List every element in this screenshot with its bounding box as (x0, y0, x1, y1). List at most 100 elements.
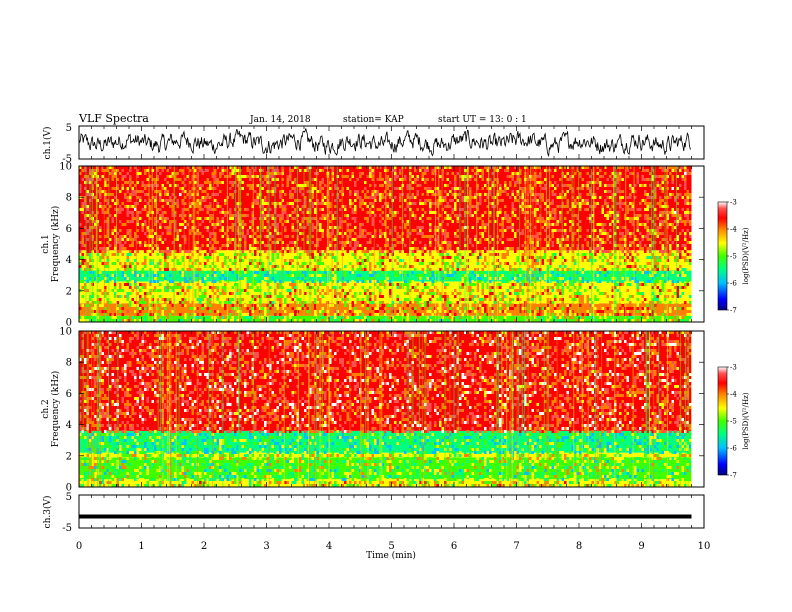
spectrogram-cell (114, 259, 117, 262)
spectrogram-cell (299, 190, 302, 193)
spectrogram-cell (104, 184, 107, 187)
spectrogram-cell (571, 196, 574, 199)
spectrogram-cell (364, 250, 367, 253)
spectrogram-cell (626, 232, 629, 235)
spectrogram-cell (456, 229, 459, 232)
spectrogram-cell (339, 244, 342, 247)
spectrogram-cell (246, 232, 249, 235)
spectrogram-cell (334, 262, 337, 265)
spectrogram-cell (316, 244, 319, 247)
spectrogram-cell (171, 223, 174, 226)
spectrogram-cell (564, 229, 567, 232)
spectrogram-cell (134, 199, 137, 202)
spectrogram-cell (674, 193, 677, 196)
spectrogram-cell (349, 262, 352, 265)
spectrogram-cell (681, 166, 684, 169)
spectrogram-cell (219, 247, 222, 250)
spectrogram-cell (519, 181, 522, 184)
spectrogram-cell (201, 271, 204, 274)
spectrogram-cell (419, 169, 422, 172)
spectrogram-cell (321, 226, 324, 229)
spectrogram-cell (421, 253, 424, 256)
spectrogram-cell (639, 247, 642, 250)
spectrogram-cell (506, 247, 509, 250)
spectrogram-cell (189, 232, 192, 235)
spectrogram-cell (139, 190, 142, 193)
spectrogram-cell (536, 205, 539, 208)
spectrogram-cell (156, 268, 159, 271)
spectrogram-cell (609, 265, 612, 268)
spectrogram-cell (384, 253, 387, 256)
spectrogram-cell (504, 193, 507, 196)
spectrogram-cell (576, 223, 579, 226)
spectrogram-cell (561, 238, 564, 241)
spectrogram-cell (214, 172, 217, 175)
spectrogram-cell (484, 247, 487, 250)
spectrogram-cell (476, 262, 479, 265)
spectrogram-cell (374, 193, 377, 196)
spectrogram-cell (621, 244, 624, 247)
spectrogram-cell (109, 238, 112, 241)
spectrogram-cell (119, 247, 122, 250)
spectrogram-cell (536, 181, 539, 184)
spectrogram-cell (331, 259, 334, 262)
spectrogram-cell (404, 175, 407, 178)
spectrogram-cell (446, 172, 449, 175)
spectrogram-cell (476, 169, 479, 172)
spectrogram-cell (279, 193, 282, 196)
spectrogram-cell (404, 199, 407, 202)
spectrogram-cell (164, 178, 167, 181)
spectrogram-cell (286, 262, 289, 265)
spectrogram-cell (506, 187, 509, 190)
spectrogram-cell (561, 256, 564, 259)
spectrogram-cell (276, 229, 279, 232)
spectrogram-cell (321, 238, 324, 241)
spectrogram-cell (231, 193, 234, 196)
spectrogram-cell (256, 262, 259, 265)
spectrogram-cell (186, 187, 189, 190)
spectrogram-cell (184, 241, 187, 244)
spectrogram-cell (384, 271, 387, 274)
spectrogram-cell (681, 229, 684, 232)
spectrogram-cell (439, 199, 442, 202)
spectrogram-cell (499, 187, 502, 190)
spectrogram-cell (184, 169, 187, 172)
spectrogram-cell (584, 268, 587, 271)
spectrogram-cell (469, 193, 472, 196)
spectrogram-cell (144, 166, 147, 169)
spectrogram-cell (521, 202, 524, 205)
spectrogram-cell (479, 241, 482, 244)
spectrogram-cell (579, 205, 582, 208)
spectrogram-cell (94, 265, 97, 268)
spectrogram-cell (581, 253, 584, 256)
spectrogram-cell (214, 205, 217, 208)
spectrogram-cell (584, 238, 587, 241)
spectrogram-cell (449, 166, 452, 169)
spectrogram-cell (164, 217, 167, 220)
spectrogram-cell (499, 184, 502, 187)
spectrogram-cell (136, 220, 139, 223)
spectrogram-cell (646, 262, 649, 265)
spectrogram-cell (176, 229, 179, 232)
spectrogram-cell (674, 196, 677, 199)
spectrogram-cell (321, 256, 324, 259)
spectrogram-cell (616, 268, 619, 271)
spectrogram-cell (564, 268, 567, 271)
spectrogram-cell (616, 202, 619, 205)
spectrogram-cell (181, 172, 184, 175)
spectrogram-cell (504, 187, 507, 190)
spectrogram-cell (361, 223, 364, 226)
spectrogram-cell (554, 220, 557, 223)
spectrogram-cell (106, 190, 109, 193)
spectrogram-cell (669, 247, 672, 250)
spectrogram-cell (149, 199, 152, 202)
spectrogram-cell (416, 259, 419, 262)
spectrogram-cell (104, 265, 107, 268)
spectrogram-cell (576, 244, 579, 247)
spectrogram-cell (609, 241, 612, 244)
spectrogram-cell (506, 214, 509, 217)
spectrogram-cell (289, 202, 292, 205)
spectrogram-cell (169, 265, 172, 268)
spectrogram-cell (211, 247, 214, 250)
spectrogram-cell (506, 175, 509, 178)
